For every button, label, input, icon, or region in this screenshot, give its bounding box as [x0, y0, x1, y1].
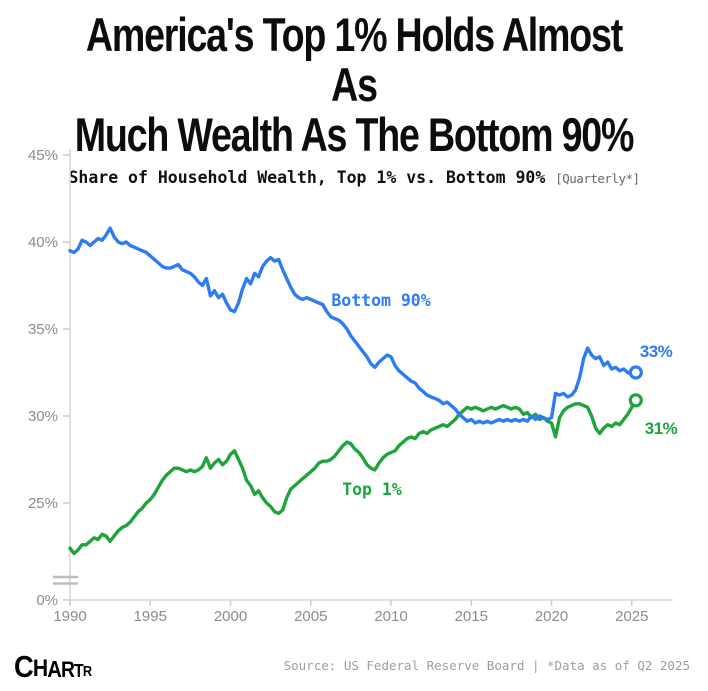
y-tick-label: 35%: [28, 321, 58, 338]
bottom90-end-marker: [628, 365, 643, 380]
page-title: America's Top 1% Holds Almost As Much We…: [71, 10, 637, 159]
logo-letter: R: [60, 656, 75, 682]
bottom90-end-value-label: 33%: [640, 342, 673, 361]
top1-end-marker: [628, 393, 643, 408]
logo-letter: T: [74, 661, 84, 682]
x-tick-label: 2005: [294, 608, 327, 625]
title-line-1: America's Top 1% Holds Almost As: [85, 8, 623, 111]
axis-ticks: 45% 40% 35% 30% 25% 0%1990 1995 2000 2005 2010 201…: [28, 147, 648, 625]
logo-letter: H: [32, 655, 48, 683]
x-tick-label: 2025: [615, 608, 648, 625]
x-tick-label: 2015: [455, 608, 488, 625]
chart-subtitle: Share of Household Wealth, Top 1% vs. Bo…: [0, 168, 708, 187]
logo-letter: A: [47, 656, 62, 683]
x-tick-label: 2000: [214, 608, 247, 625]
y-tick-label: 40%: [28, 234, 58, 251]
title-line-2: Much Wealth As The Bottom 90%: [74, 107, 635, 161]
y-tick-label: 45%: [28, 147, 58, 164]
logo-letter: R: [82, 664, 92, 681]
y-tick-label: 30%: [28, 408, 58, 425]
top1-end-value-label: 31%: [645, 419, 678, 438]
y-tick-label: 0%: [36, 592, 58, 609]
subtitle-frequency-note: [Quarterly*]: [555, 171, 640, 187]
top1-line: [68, 398, 638, 556]
bottom90-line: [68, 226, 638, 425]
x-tick-label: 2010: [374, 608, 407, 625]
x-tick-label: 1990: [53, 608, 86, 625]
logo-letter: C: [14, 648, 34, 684]
x-tick-label: 1995: [134, 608, 167, 625]
subtitle-text: Share of Household Wealth, Top 1% vs. Bo…: [68, 168, 546, 188]
chart-header: America's Top 1% Holds Almost As Much We…: [0, 0, 708, 188]
bottom90-series-label: Bottom 90%: [331, 291, 430, 310]
y-tick-label: 25%: [28, 495, 58, 512]
source-attribution: Source: US Federal Reserve Board | *Data…: [283, 658, 690, 673]
top1-series-label: Top 1%: [342, 480, 402, 499]
x-tick-label: 2020: [535, 608, 568, 625]
